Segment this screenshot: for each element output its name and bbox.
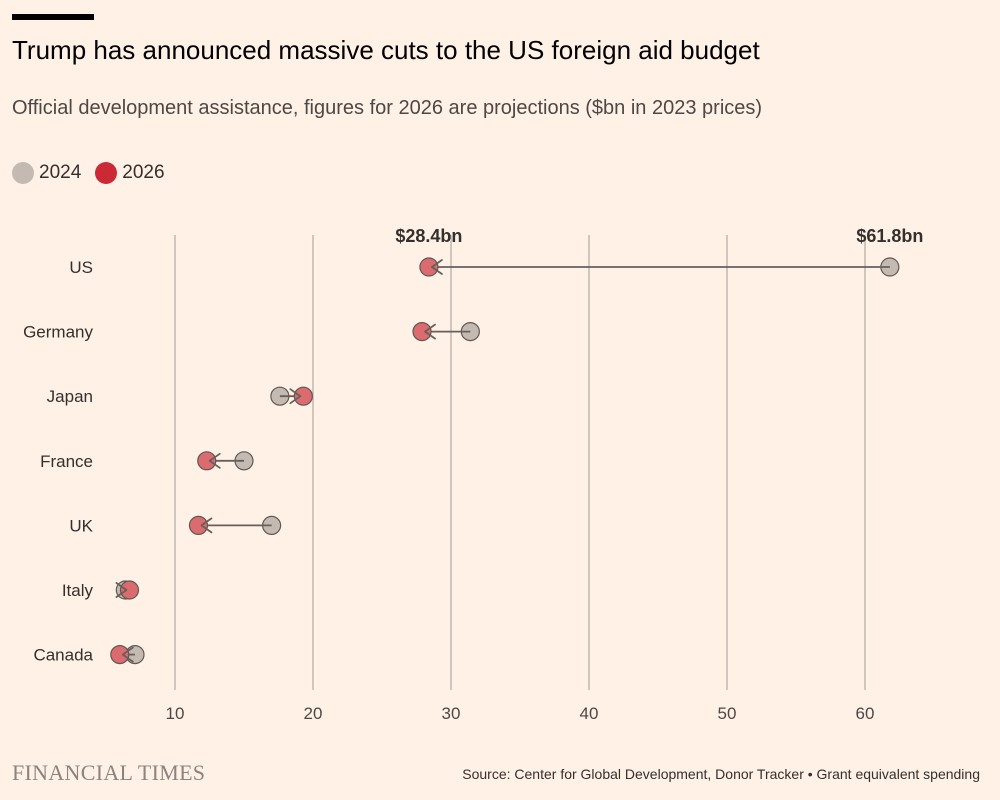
x-tick-label-20: 20 xyxy=(304,704,323,723)
legend-item-2024: 2024 xyxy=(12,162,81,184)
arrowhead-japan xyxy=(289,388,302,405)
source-note: Source: Center for Global Development, D… xyxy=(462,766,980,782)
annotation-1: $61.8bn xyxy=(856,226,923,246)
category-label-italy: Italy xyxy=(62,581,94,600)
annotation-0: $28.4bn xyxy=(395,226,462,246)
dot-2026-uk xyxy=(188,515,209,536)
chart-subtitle: Official development assistance, figures… xyxy=(12,97,763,119)
category-label-japan: Japan xyxy=(47,387,93,406)
category-label-germany: Germany xyxy=(23,323,93,342)
ft-logo: FINANCIAL TIMES xyxy=(12,760,206,785)
arrowhead-germany xyxy=(424,323,436,340)
x-tick-label-60: 60 xyxy=(856,704,875,723)
category-label-uk: UK xyxy=(69,516,93,535)
dot-2026-germany xyxy=(412,322,432,342)
arrowhead-france xyxy=(208,452,221,469)
legend-swatch-2024 xyxy=(12,162,34,184)
arrowhead-us xyxy=(431,259,443,275)
legend: 2024 2026 xyxy=(12,162,179,184)
arrowhead-uk xyxy=(200,517,213,534)
dot-2026-italy xyxy=(119,580,140,600)
category-label-france: France xyxy=(40,452,93,471)
category-label-us: US xyxy=(69,258,93,277)
top-rule xyxy=(12,14,94,20)
legend-label-2024: 2024 xyxy=(39,162,82,183)
chart-title: Trump has announced massive cuts to the … xyxy=(12,35,760,65)
dot-2026-france xyxy=(197,451,217,471)
dot-2026-us xyxy=(419,257,439,277)
x-tick-label-40: 40 xyxy=(580,704,599,723)
category-label-canada: Canada xyxy=(33,646,93,665)
arrowhead-italy xyxy=(115,582,128,598)
arrowhead-canada xyxy=(121,646,134,663)
x-tick-label-50: 50 xyxy=(718,704,737,723)
legend-item-2026: 2026 xyxy=(95,162,165,184)
x-tick-label-10: 10 xyxy=(166,704,185,723)
legend-label-2026: 2026 xyxy=(122,162,165,183)
x-tick-label-30: 30 xyxy=(442,704,461,723)
dot-2026-canada xyxy=(110,644,130,665)
legend-swatch-2026 xyxy=(95,162,118,184)
dot-2026-japan xyxy=(293,386,313,406)
